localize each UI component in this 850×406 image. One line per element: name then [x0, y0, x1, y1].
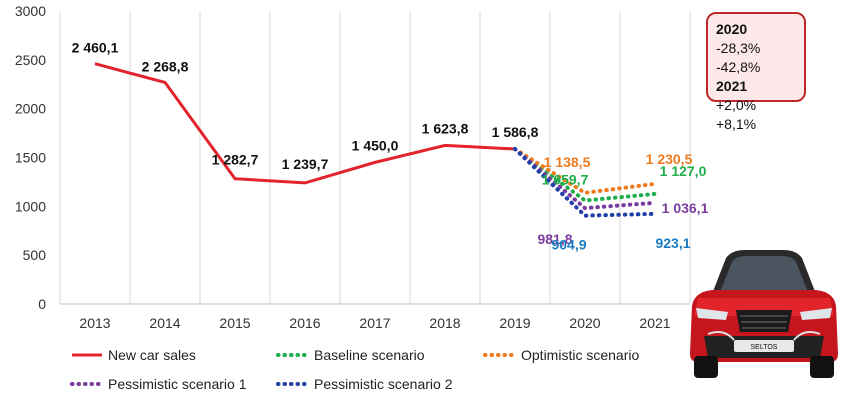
data-label: 2 460,1	[72, 40, 119, 56]
x-tick-label: 2018	[429, 315, 460, 331]
data-label: 904,9	[551, 237, 586, 253]
x-tick-label: 2015	[219, 315, 250, 331]
x-tick-label: 2021	[639, 315, 670, 331]
series-line-pessimistic-scenario-1	[513, 147, 657, 211]
x-tick-label: 2016	[289, 315, 320, 331]
legend-label: Pessimistic scenario 1	[108, 376, 247, 392]
legend-label: New car sales	[108, 347, 196, 363]
callout-values-2021: +2,0% +8,1%	[716, 97, 757, 132]
legend-label: Baseline scenario	[314, 347, 425, 363]
data-label: 1 127,0	[660, 163, 707, 179]
data-label: 1 230,5	[646, 151, 693, 167]
data-label: 1 623,8	[422, 120, 469, 136]
x-tick-label: 2014	[149, 315, 180, 331]
data-label: 1 036,1	[662, 200, 709, 216]
data-label: 1 239,7	[282, 156, 329, 172]
series-line-optimistic-scenario	[513, 147, 657, 195]
y-tick-label: 0	[38, 296, 46, 312]
car-icon: SELTOS	[690, 250, 838, 378]
legend-label: Optimistic scenario	[521, 347, 639, 363]
callout-values-2020: -28,3% -42,8%	[716, 40, 761, 75]
y-tick-label: 1500	[15, 150, 46, 166]
data-label: 981,8	[537, 231, 572, 247]
x-tick-label: 2013	[79, 315, 110, 331]
callout-year-2021: 2021	[716, 78, 748, 94]
change-callout: 2020 -28,3% -42,8% 2021 +2,0% +8,1%	[706, 12, 806, 132]
data-label: 1 059,7	[542, 172, 589, 188]
car-badge: SELTOS	[751, 344, 778, 351]
data-label: 1 282,7	[212, 152, 259, 168]
x-tick-label: 2020	[569, 315, 600, 331]
data-label: 2 268,8	[142, 58, 189, 74]
y-tick-label: 3000	[15, 3, 46, 19]
data-label: 1 138,5	[544, 154, 591, 170]
data-label: 923,1	[655, 235, 690, 251]
legend-label: Pessimistic scenario 2	[314, 376, 453, 392]
data-label: 1 586,8	[492, 124, 539, 140]
y-tick-label: 1000	[15, 198, 46, 214]
callout-year-2020: 2020	[716, 21, 748, 37]
y-tick-label: 2000	[15, 101, 46, 117]
y-tick-label: 500	[23, 247, 47, 263]
series-line-baseline-scenario	[513, 147, 657, 203]
series-line-pessimistic-scenario-2	[513, 147, 657, 218]
data-label: 1 450,0	[352, 137, 399, 153]
y-tick-label: 2500	[15, 52, 46, 68]
series-line-new-car-sales	[94, 62, 516, 185]
x-tick-label: 2017	[359, 315, 390, 331]
x-tick-label: 2019	[499, 315, 530, 331]
